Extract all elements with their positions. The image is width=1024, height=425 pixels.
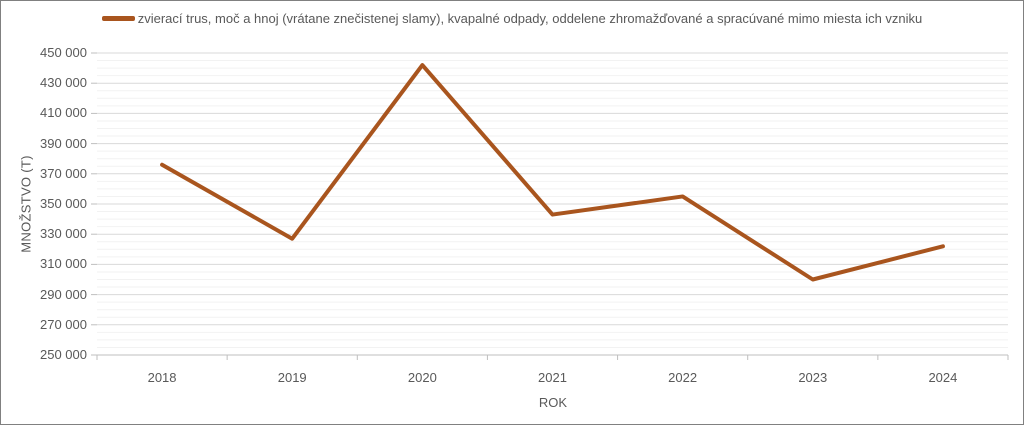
series-line (160, 63, 945, 282)
y-tick-label: 430 000 (40, 75, 87, 91)
legend-line-marker (101, 16, 135, 21)
x-tick-label: 2018 (147, 370, 177, 385)
x-tick-label: 2024 (928, 370, 958, 385)
y-tick-label: 250 000 (40, 347, 87, 362)
y-tick-label: 310 000 (40, 256, 87, 272)
y-tick-label: 450 000 (40, 45, 87, 60)
x-tick-label: 2019 (277, 370, 307, 385)
y-tick-label: 410 000 (40, 105, 87, 121)
y-tick-label: 370 000 (40, 165, 87, 181)
x-tick-label: 2020 (407, 370, 437, 385)
y-tick-label: 350 000 (40, 196, 87, 211)
legend: zvierací trus, moč a hnoj (vrátane zneči… (1, 11, 1023, 26)
y-tick-label: 290 000 (40, 286, 87, 302)
y-tick-label: 270 000 (40, 316, 87, 332)
x-tick-label: 2023 (798, 370, 828, 385)
x-tick-label: 2021 (538, 370, 567, 385)
x-axis-title: ROK (538, 395, 568, 410)
y-tick-label: 330 000 (40, 226, 87, 242)
y-tick-label: 390 000 (40, 135, 87, 151)
legend-label: zvierací trus, moč a hnoj (vrátane zneči… (137, 11, 923, 26)
x-tick-label: 2022 (668, 370, 698, 385)
